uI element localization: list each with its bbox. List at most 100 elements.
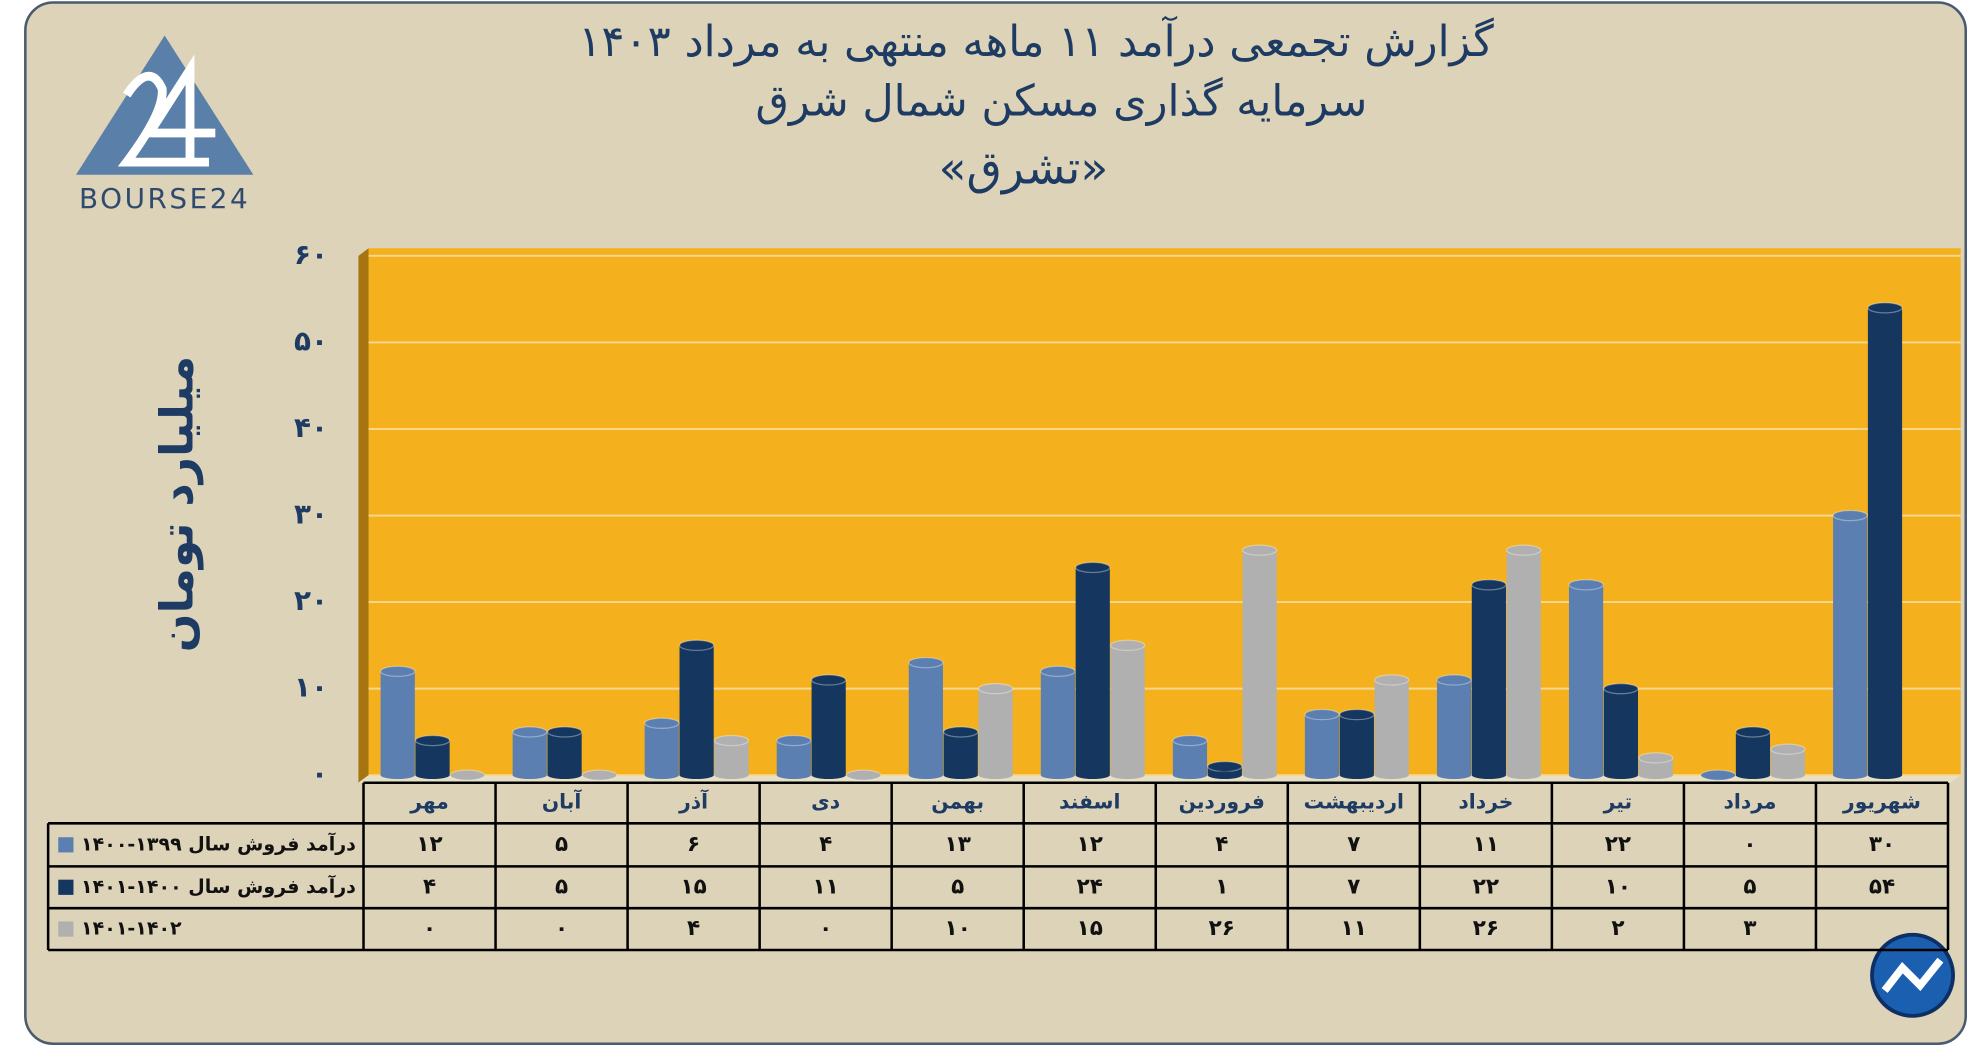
data-label: ۵۴: [1869, 874, 1895, 899]
bar-base: [846, 771, 881, 779]
logo-mark: [117, 54, 216, 167]
data-label: ۴: [687, 916, 700, 941]
bar-base: [1304, 771, 1340, 779]
bar: [908, 662, 943, 776]
bar-cap: [1436, 674, 1472, 686]
bar: [1304, 714, 1340, 776]
data-label: ۶: [687, 832, 700, 857]
bar-base: [415, 771, 450, 779]
bar-cap: [1505, 544, 1542, 556]
bar-base: [1770, 771, 1805, 779]
bar-base: [943, 771, 978, 779]
legend-swatch: [58, 879, 74, 895]
data-label: ۴: [423, 874, 436, 899]
bar-cap: [414, 734, 451, 747]
bar-base: [1075, 771, 1110, 779]
bar-cap: [1172, 734, 1208, 747]
bar-base: [644, 771, 679, 779]
data-label: ۱۰: [1605, 874, 1631, 899]
data-label: ۰: [423, 916, 436, 941]
data-label: ۲: [1611, 916, 1624, 941]
plot-floor: [358, 775, 1961, 783]
bar-cap: [1770, 743, 1806, 755]
chart-title: گزارش تجمعی درآمد ۱۱ ماهه منتهی به مرداد…: [578, 15, 1494, 67]
bar-base: [679, 771, 714, 779]
data-label: ۵: [555, 832, 568, 857]
legend-label: ۱۴۰۱-۱۴۰۲: [81, 918, 182, 940]
data-label: ۲۶: [1473, 916, 1499, 941]
data-label: ۷: [1347, 832, 1360, 857]
bar: [547, 731, 582, 776]
bar-base: [512, 771, 547, 779]
legend-swatch: [58, 921, 74, 937]
bar-cap: [1832, 509, 1868, 522]
bar-base: [1040, 771, 1076, 779]
data-label: ۱۲: [1077, 832, 1103, 857]
data-label: ۰: [819, 916, 832, 941]
bar-cap: [546, 726, 583, 738]
bar-cap: [379, 665, 416, 678]
bar-base: [450, 771, 485, 779]
legend-swatch: [58, 837, 74, 853]
bar: [1172, 740, 1208, 776]
corner-icon-arrow: [1881, 957, 1944, 993]
bar-cap: [1638, 752, 1674, 764]
y-tick-label: ۲۰: [294, 584, 328, 617]
legend-label: درآمد فروش سال ۱۳۹۹-۱۴۰۰: [81, 831, 356, 855]
data-label: ۱۱: [1473, 832, 1499, 857]
bar: [714, 740, 749, 776]
data-label: ۱۱: [813, 874, 839, 899]
data-label: ۲۲: [1605, 832, 1631, 857]
bar-base: [1207, 771, 1242, 779]
x-tick-label: آبان: [542, 789, 582, 814]
bar-base: [1242, 771, 1277, 779]
bar: [1040, 671, 1076, 776]
bar-base: [1172, 771, 1208, 779]
bar-cap: [1568, 579, 1604, 591]
data-label: ۱۰: [945, 916, 971, 941]
bar: [512, 731, 547, 776]
data-label: ۱: [1215, 874, 1228, 899]
bar-base: [1339, 771, 1374, 779]
plot-area: [368, 248, 1961, 776]
bar: [1374, 679, 1409, 776]
x-tick-label: شهریور: [1842, 790, 1921, 814]
bar: [1242, 550, 1277, 776]
y-axis-label: میلیارد تومان: [150, 356, 203, 653]
bar: [380, 671, 415, 776]
bar: [1867, 307, 1903, 776]
y-tick-label: ۵۰: [294, 324, 328, 357]
chart-subtitle: سرمایه گذاری مسکن شمال شرق: [755, 76, 1367, 126]
bar: [811, 679, 846, 776]
y-tick-label: ۳۰: [294, 498, 328, 531]
bar-cap: [1207, 760, 1243, 773]
bar-base: [380, 771, 415, 779]
bar-cap: [1304, 708, 1340, 721]
plot-wall: [358, 248, 369, 783]
bar-cap: [1471, 579, 1507, 591]
bar-base: [1110, 771, 1145, 779]
bar: [1506, 550, 1541, 776]
data-label: ۲۲: [1473, 874, 1499, 899]
bar-base: [978, 771, 1013, 779]
x-tick-label: مهر: [409, 790, 449, 814]
data-label: ۷: [1347, 874, 1360, 899]
bar: [679, 645, 714, 776]
bar-cap: [512, 726, 548, 738]
bar-cap: [1867, 302, 1903, 314]
bar-base: [1568, 771, 1604, 779]
y-tick-label: ۰: [311, 757, 328, 790]
bar: [415, 740, 450, 776]
bar-cap: [1109, 639, 1146, 652]
y-tick-label: ۱۰: [294, 671, 328, 704]
x-tick-label: مرداد: [1724, 790, 1777, 814]
bar-cap: [1075, 561, 1111, 574]
bar-base: [582, 771, 617, 779]
data-label: ۱۲: [416, 832, 442, 857]
bar-base: [547, 771, 582, 779]
legend-label: درآمد فروش سال ۱۴۰۰-۱۴۰۱: [81, 874, 356, 898]
bar-cap: [942, 726, 979, 738]
x-tick-label: اسفند: [1059, 790, 1120, 814]
bar-base: [1603, 771, 1639, 779]
